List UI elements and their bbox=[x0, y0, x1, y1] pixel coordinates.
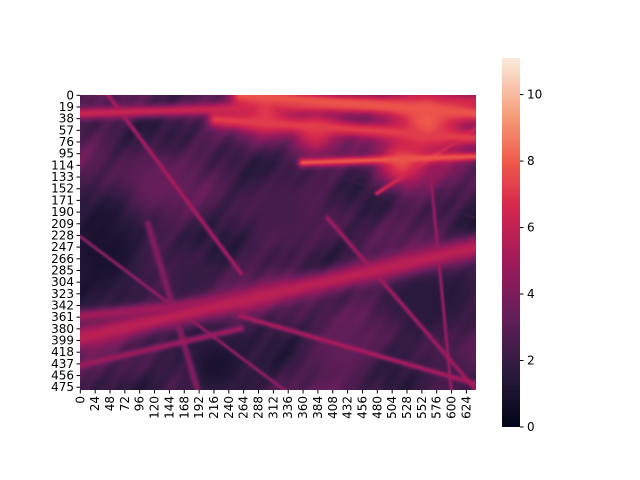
y-tick-label: 361 bbox=[51, 310, 74, 324]
y-tick-label: 456 bbox=[51, 369, 74, 383]
y-axis: 0193857769511413315217119020922824726628… bbox=[51, 88, 80, 394]
x-tick-label: 600 bbox=[445, 396, 459, 419]
y-tick-label: 171 bbox=[51, 193, 74, 207]
colorbar-tick-label: 4 bbox=[527, 287, 535, 301]
colorbar-gradient bbox=[502, 58, 520, 427]
colorbar-tick-label: 6 bbox=[527, 221, 535, 235]
x-tick-label: 96 bbox=[133, 396, 147, 411]
colorbar-tick-label: 0 bbox=[527, 420, 535, 434]
x-tick-label: 192 bbox=[192, 396, 206, 419]
x-tick-label: 264 bbox=[237, 396, 251, 419]
x-tick-label: 288 bbox=[252, 396, 266, 419]
x-tick-label: 240 bbox=[222, 396, 236, 419]
x-tick-label: 0 bbox=[73, 396, 87, 404]
x-tick-label: 384 bbox=[311, 396, 325, 419]
y-tick-label: 57 bbox=[59, 123, 74, 137]
colorbar-tick-label: 8 bbox=[527, 154, 535, 168]
x-tick-label: 216 bbox=[207, 396, 221, 419]
x-tick-label: 408 bbox=[326, 396, 340, 419]
x-tick-label: 528 bbox=[400, 396, 414, 419]
y-tick-label: 209 bbox=[51, 217, 74, 231]
x-tick-label: 168 bbox=[177, 396, 191, 419]
y-tick-label: 475 bbox=[51, 380, 74, 394]
x-tick-label: 624 bbox=[459, 396, 473, 419]
x-tick-label: 552 bbox=[415, 396, 429, 419]
x-tick-label: 504 bbox=[385, 396, 399, 419]
y-tick-label: 152 bbox=[51, 182, 74, 196]
colorbar-ticks: 0 2 4 6 8 10 bbox=[520, 88, 542, 434]
x-tick-label: 312 bbox=[266, 396, 280, 419]
x-tick-label: 144 bbox=[162, 396, 176, 419]
x-tick-label: 72 bbox=[118, 396, 132, 411]
x-tick-label: 480 bbox=[370, 396, 384, 419]
y-tick-label: 95 bbox=[59, 147, 74, 161]
y-tick-label: 38 bbox=[59, 112, 74, 126]
colorbar-tick-label: 2 bbox=[527, 354, 535, 368]
colorbar: 0 2 4 6 8 10 bbox=[502, 58, 542, 434]
y-tick-label: 19 bbox=[59, 100, 74, 114]
y-tick-label: 342 bbox=[51, 298, 74, 312]
y-tick-label: 399 bbox=[51, 334, 74, 348]
y-tick-label: 114 bbox=[51, 158, 74, 172]
heatmap-canvas-container bbox=[80, 95, 476, 390]
y-tick-label: 380 bbox=[51, 322, 74, 336]
y-tick-label: 76 bbox=[59, 135, 74, 149]
x-tick-label: 48 bbox=[103, 396, 117, 411]
x-tick-label: 336 bbox=[281, 396, 295, 419]
x-tick-label: 432 bbox=[341, 396, 355, 419]
colorbar-tick-label: 10 bbox=[527, 88, 542, 102]
y-tick-label: 228 bbox=[51, 228, 74, 242]
x-tick-label: 576 bbox=[430, 396, 444, 419]
y-tick-label: 190 bbox=[51, 205, 74, 219]
x-tick-label: 360 bbox=[296, 396, 310, 419]
y-tick-label: 285 bbox=[51, 263, 74, 277]
x-tick-label: 456 bbox=[355, 396, 369, 419]
x-tick-label: 24 bbox=[88, 396, 102, 411]
y-tick-label: 133 bbox=[51, 170, 74, 184]
heatmap-plot-area bbox=[80, 95, 476, 390]
y-tick-label: 418 bbox=[51, 345, 74, 359]
y-tick-label: 437 bbox=[51, 357, 74, 371]
y-tick-label: 247 bbox=[51, 240, 74, 254]
y-tick-label: 323 bbox=[51, 287, 74, 301]
y-tick-label: 266 bbox=[51, 252, 74, 266]
y-tick-label: 304 bbox=[51, 275, 74, 289]
heatmap-image bbox=[80, 95, 476, 390]
y-tick-label: 0 bbox=[66, 88, 74, 102]
x-axis: 0 24 48 72 96 120 144 168 192 216 240 264 288 312 336 3… bbox=[73, 390, 473, 419]
x-tick-label: 120 bbox=[148, 396, 162, 419]
